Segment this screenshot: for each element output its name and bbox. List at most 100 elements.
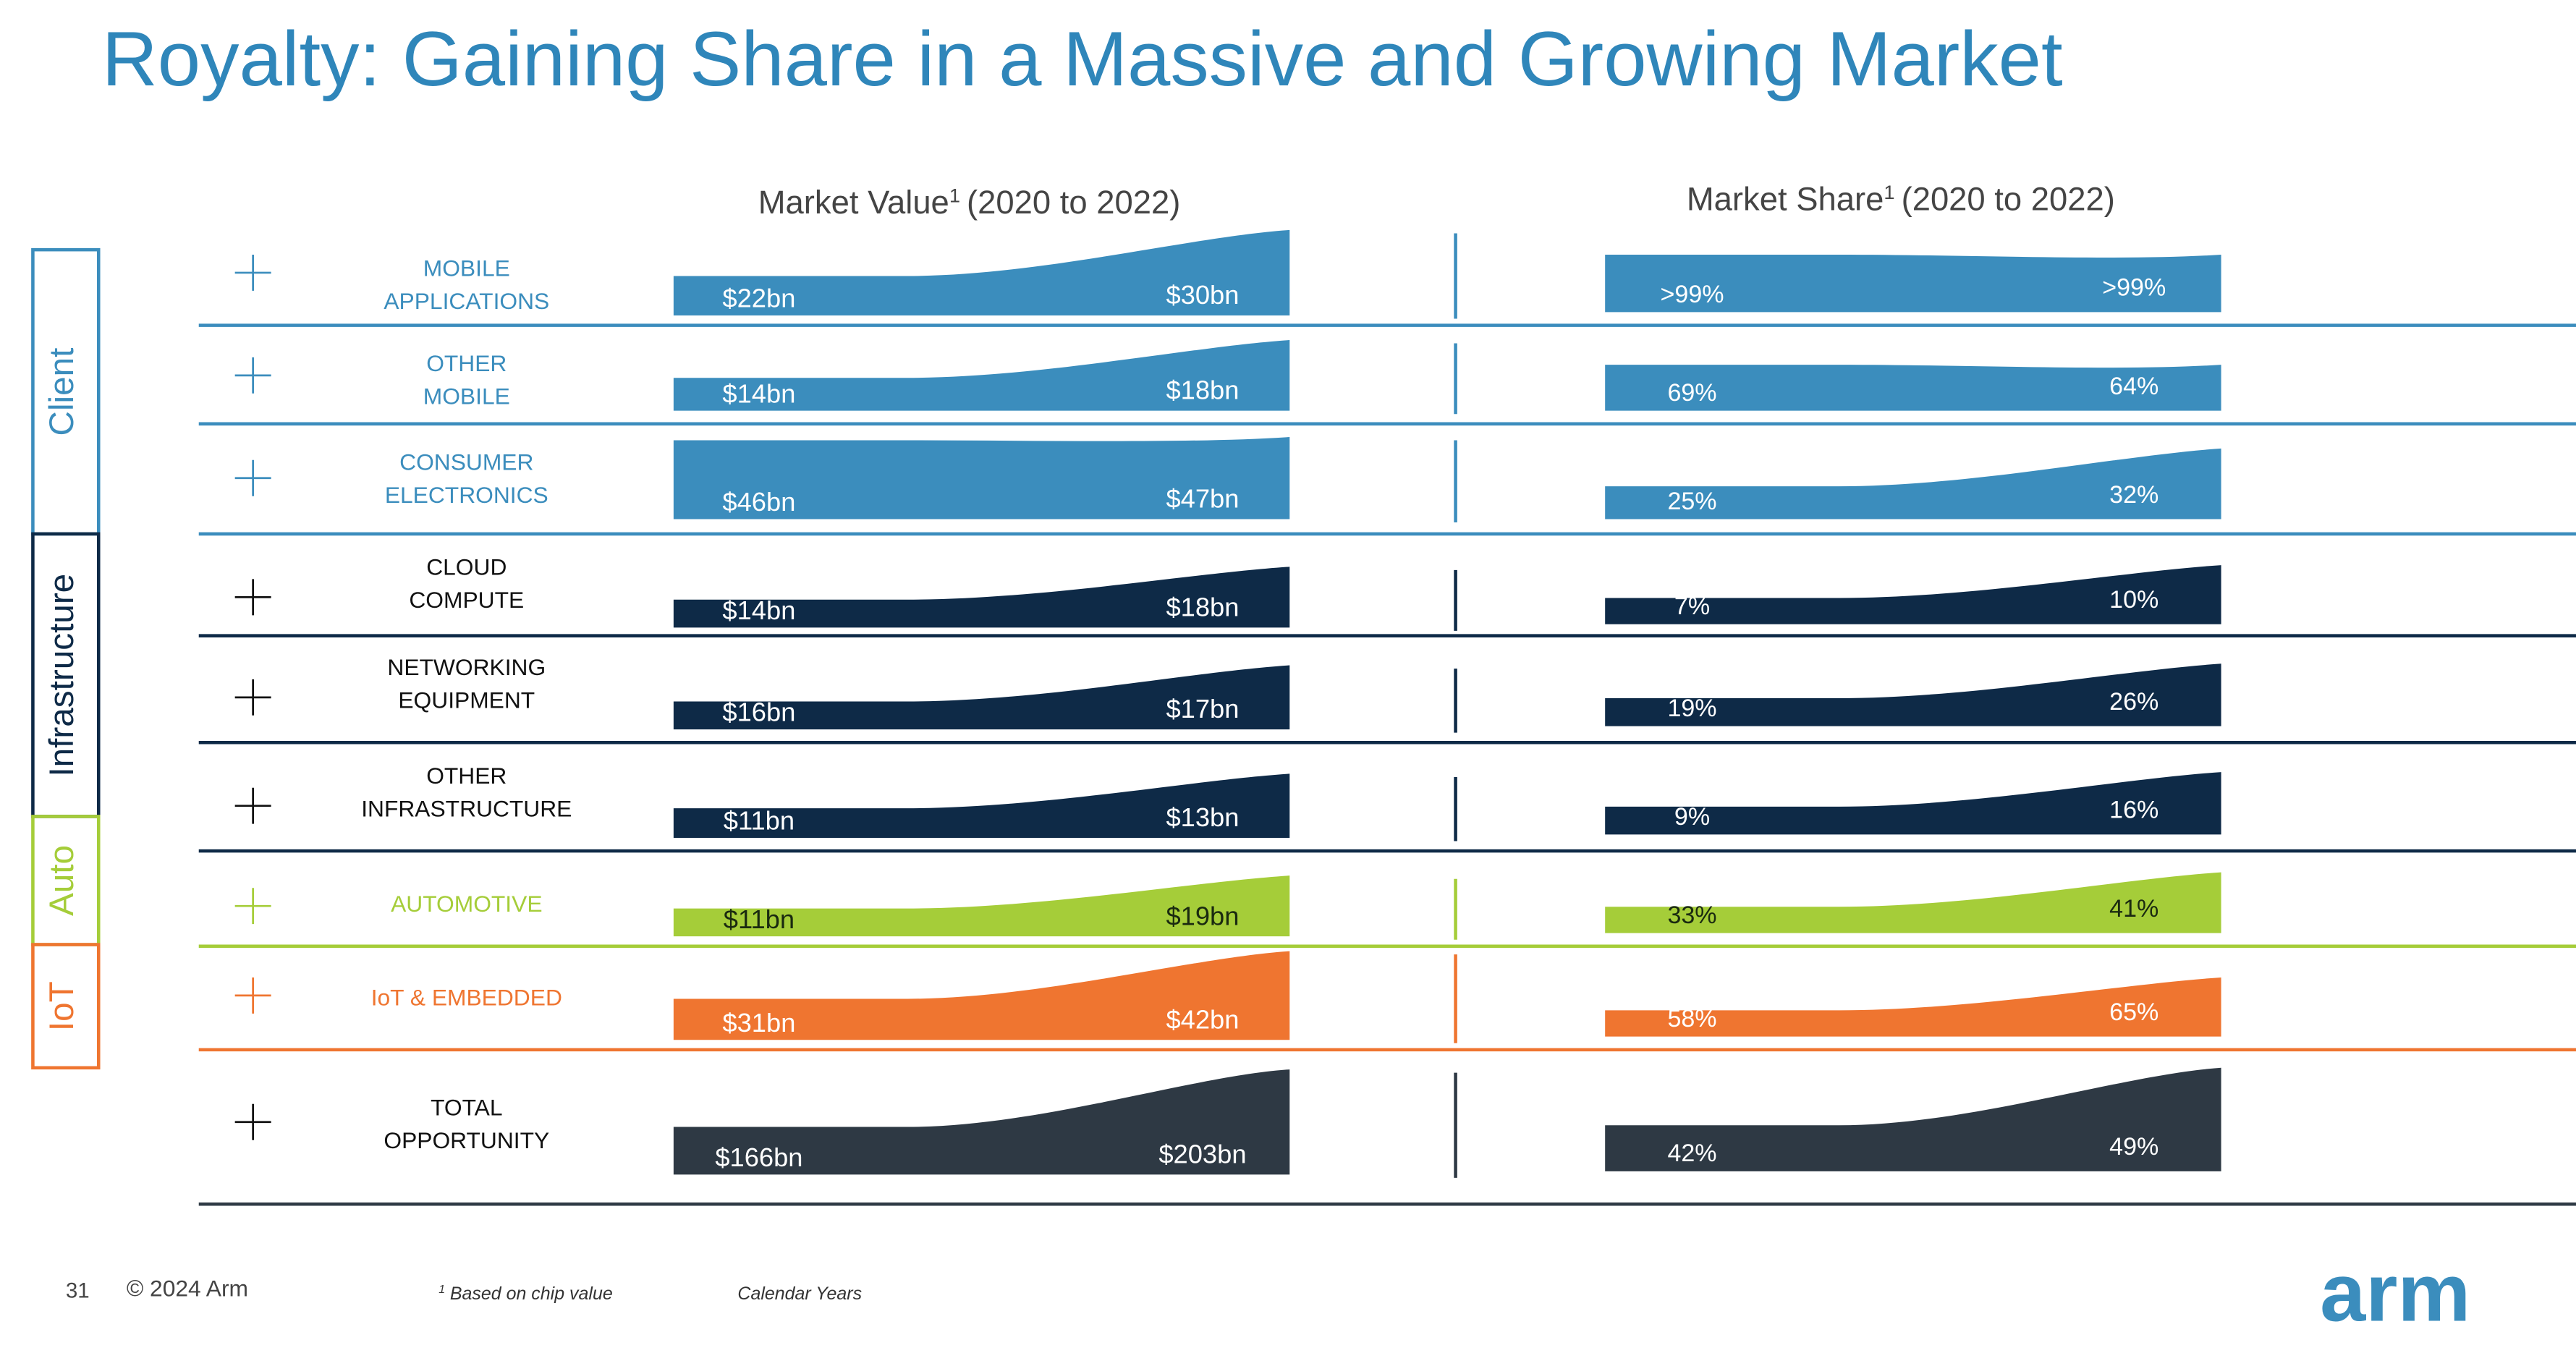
value-end: $13bn [1166,802,1239,832]
row-label: MOBILE [423,383,510,410]
share-start: 58% [1667,1005,1716,1032]
footnote-mark: 1 [438,1284,445,1296]
value-end: $18bn [1166,592,1239,622]
row-label: EQUIPMENT [398,687,535,713]
value-area [673,773,1290,838]
value-end: $47bn [1166,484,1239,514]
share-area [1605,663,2221,726]
value-start: $11bn [724,904,795,934]
crosshair-icon [234,1103,271,1140]
row-label: IoT & EMBEDDED [371,985,562,1011]
value-start: $166bn [715,1142,802,1172]
share-end: 64% [2109,373,2158,400]
share-area [1605,565,2221,624]
crosshair-icon [234,579,271,616]
heading-note: 1 [1884,181,1894,203]
crosshair-icon [234,357,271,394]
share-start: 9% [1674,803,1710,831]
title: Royalty: Gaining Share in a Massive and … [102,15,2063,102]
row-label: CLOUD [426,554,507,580]
share-start: 69% [1667,379,1716,407]
value-end: $18bn [1166,376,1239,405]
page-number: 31 [66,1279,90,1303]
segment-label: Client [43,348,81,436]
row-label: NETWORKING [387,654,546,680]
share-area [1605,872,2221,933]
crosshair-icon [234,459,271,496]
value-end: $42bn [1166,1004,1239,1034]
value-start: $22bn [722,284,795,313]
value-area [673,567,1290,628]
value-start: $14bn [722,378,795,408]
share-end: 49% [2109,1133,2158,1161]
value-start: $14bn [722,595,795,625]
share-area [1605,977,2221,1037]
value-end: $17bn [1166,694,1239,724]
value-area [673,340,1290,411]
heading-note: 1 [949,184,960,206]
share-area [1605,1067,2221,1171]
share-start: 7% [1674,593,1710,620]
value-start: $46bn [722,487,795,517]
share-start: 42% [1667,1140,1716,1167]
footnote-text: Based on chip value [450,1284,613,1304]
row-label: OTHER [426,763,507,789]
crosshair-icon [234,254,271,291]
value-area [673,875,1290,937]
period-note: Calendar Years [737,1284,862,1304]
segment-box [31,943,101,1070]
footnote: 1 Based on chip value [438,1284,613,1304]
value-end: $19bn [1166,901,1239,930]
value-area [673,229,1290,315]
row-label: CONSUMER [399,449,533,475]
value-end: $30bn [1166,280,1239,310]
share-end: 32% [2109,481,2158,509]
segment-label: Infrastructure [43,574,81,777]
row-label: COMPUTE [409,587,524,613]
share-start: 25% [1667,488,1716,515]
value-start: $16bn [722,697,795,727]
share-end: 26% [2109,688,2158,716]
heading-period: (2020 to 2022) [1902,181,2115,218]
segment-label: Auto [43,845,81,916]
value-end: $203bn [1158,1139,1246,1168]
heading-text: Market Share [1687,181,1884,218]
heading-period: (2020 to 2022) [967,184,1180,221]
value-area [673,436,1290,519]
share-end: 10% [2109,586,2158,614]
share-start: >99% [1661,281,1724,308]
share-area [1605,772,2221,835]
row-label: TOTAL [431,1095,502,1121]
row-label: AUTOMOTIVE [391,891,542,917]
value-area [673,1069,1290,1175]
value-start: $11bn [724,806,795,836]
row-label: APPLICATIONS [384,288,549,314]
share-end: 41% [2109,895,2158,922]
segment-label: IoT [43,981,81,1031]
row-label: OTHER [426,350,507,376]
column-heading: Market Share1 (2020 to 2022) [1687,181,2115,218]
copyright: © 2024 Arm [127,1275,248,1301]
logo: arm [2320,1247,2470,1339]
share-start: 33% [1667,902,1716,929]
value-area [673,665,1290,730]
value-start: $31bn [722,1008,795,1038]
crosshair-icon [234,977,271,1014]
value-area [673,951,1290,1040]
column-heading: Market Value1 (2020 to 2022) [758,184,1181,221]
share-area [1605,365,2221,411]
row-label: ELECTRONICS [385,482,548,508]
share-area [1605,448,2221,519]
row-label: OPPORTUNITY [384,1127,549,1153]
share-end: 65% [2109,998,2158,1026]
share-area [1605,254,2221,313]
row-label: INFRASTRUCTURE [361,795,572,821]
share-end: 16% [2109,797,2158,824]
heading-text: Market Value [758,184,949,221]
crosshair-icon [234,888,271,925]
share-start: 19% [1667,695,1716,722]
crosshair-icon [234,679,271,716]
share-end: >99% [2102,274,2166,302]
